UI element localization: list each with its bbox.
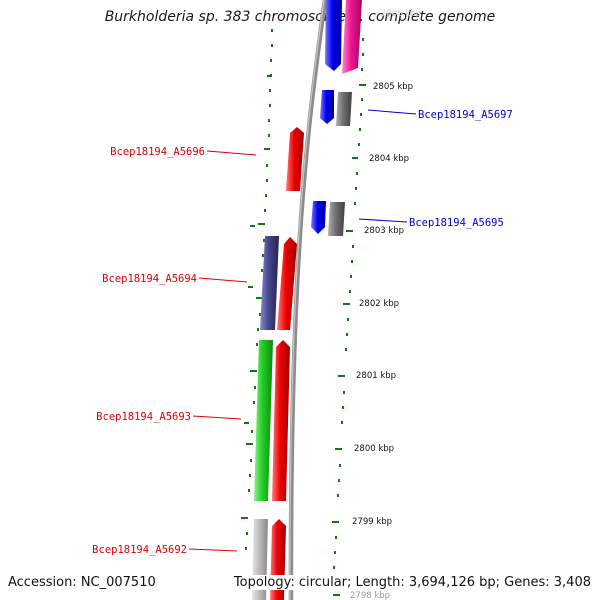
scale-label-2803: 2803 kbp [364, 226, 404, 236]
gene-red-a5696[interactable] [286, 127, 304, 191]
scale-label-2801: 2801 kbp [356, 371, 396, 381]
gene-red-a5693[interactable] [272, 340, 290, 501]
scale-label-2800: 2800 kbp [354, 444, 394, 454]
gene-blue-top[interactable] [325, 0, 342, 71]
accession-text: Accession: NC_007510 [8, 575, 156, 590]
scale-label-2798: 2798 kbp [350, 591, 390, 600]
scale-label-2802: 2802 kbp [359, 299, 399, 309]
scale-labels: 2806 kbp 2805 kbp 2804 kbp 2803 kbp 2802… [350, 9, 421, 600]
topology-text: Topology: circular; Length: 3,694,126 bp… [233, 575, 591, 590]
forward-strand-genes[interactable] [311, 0, 362, 236]
map-title: Burkholderia sp. 383 chromosome 1, compl… [104, 9, 496, 25]
inner-dotted-track [245, 29, 273, 550]
gene-labels: Bcep18194_A5697 Bcep18194_A5696 Bcep1819… [92, 109, 513, 556]
gene-purple-a5694[interactable] [260, 236, 279, 330]
gene-blue-a5695[interactable] [311, 201, 326, 234]
gene-gray-a5695[interactable] [328, 202, 345, 236]
gene-label-a5696[interactable]: Bcep18194_A5696 [110, 146, 205, 158]
label-leaders [188, 109, 417, 552]
outer-dotted-track [333, 38, 364, 569]
gene-magenta-top[interactable] [342, 0, 362, 74]
scale-label-2799: 2799 kbp [352, 517, 392, 527]
gene-gray-a5697[interactable] [336, 92, 352, 126]
inner-ticks [241, 75, 272, 519]
gene-label-a5694[interactable]: Bcep18194_A5694 [102, 273, 197, 285]
genome-backbone [288, 0, 328, 600]
scale-label-2806: 2806 kbp [381, 9, 421, 19]
scale-label-2804: 2804 kbp [369, 154, 409, 164]
gene-label-a5695[interactable]: Bcep18194_A5695 [409, 217, 504, 229]
reverse-strand-genes[interactable] [252, 127, 304, 600]
gene-label-a5692[interactable]: Bcep18194_A5692 [92, 544, 187, 556]
outer-ticks [332, 84, 366, 596]
genome-backbone-highlight [289, 0, 325, 600]
scale-label-2805: 2805 kbp [373, 82, 413, 92]
gene-label-a5697[interactable]: Bcep18194_A5697 [418, 109, 513, 121]
gene-blue-a5697[interactable] [320, 90, 334, 124]
gene-red-a5694[interactable] [277, 237, 297, 330]
gene-green-a5693[interactable] [254, 340, 273, 501]
gene-label-a5693[interactable]: Bcep18194_A5693 [96, 411, 191, 423]
